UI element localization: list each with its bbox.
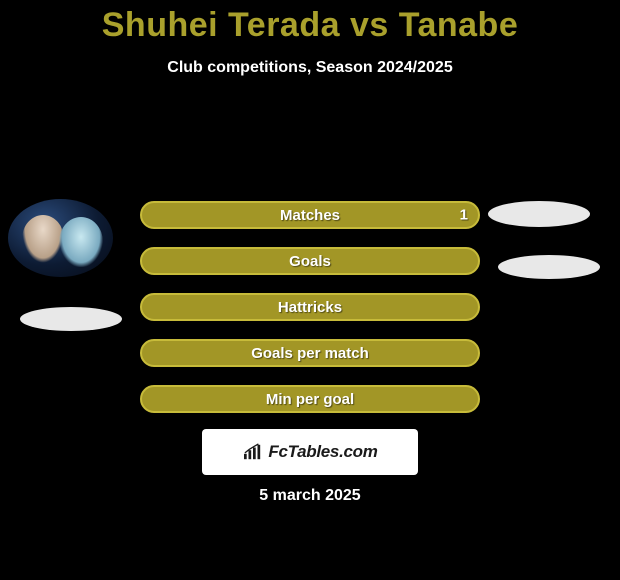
stat-label: Matches [280,207,340,224]
stat-bars: Matches 1 Goals Hattricks Goals per matc… [140,201,480,431]
player-right-avatar-placeholder [488,201,590,227]
stat-bar-hattricks: Hattricks [140,293,480,321]
player-left-placeholder [20,307,122,331]
stat-value-right: 1 [460,207,468,224]
source-logo-text: FcTables.com [268,442,377,462]
stat-label: Min per goal [266,391,354,408]
bar-chart-icon [242,443,264,461]
stat-bar-min-per-goal: Min per goal [140,385,480,413]
player-right-placeholder [498,255,600,279]
stat-label: Goals [289,253,331,270]
page-title: Shuhei Terada vs Tanabe [0,0,620,45]
snapshot-date: 5 march 2025 [0,487,620,505]
stat-label: Goals per match [251,345,369,362]
player-left-avatar [8,199,113,277]
source-logo: FcTables.com [202,429,418,475]
stat-bar-matches: Matches 1 [140,201,480,229]
page-subtitle: Club competitions, Season 2024/2025 [0,59,620,77]
stat-bar-goals: Goals [140,247,480,275]
stat-bar-goals-per-match: Goals per match [140,339,480,367]
stat-label: Hattricks [278,299,342,316]
